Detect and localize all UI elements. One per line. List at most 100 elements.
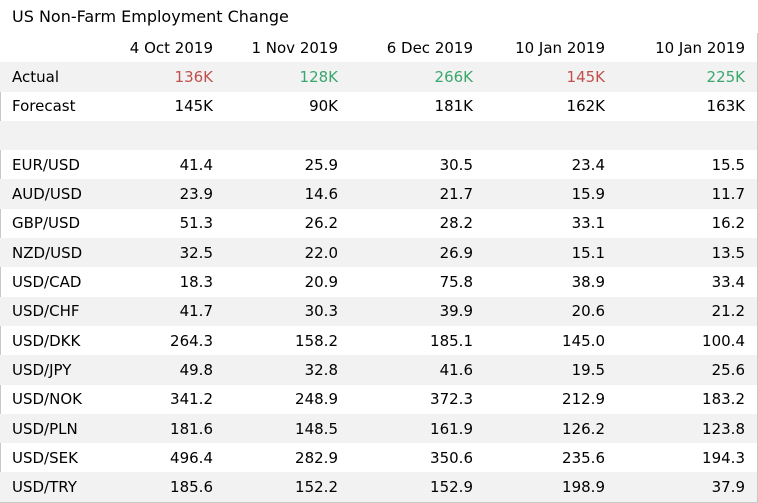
actual-value-cell: 225K — [617, 62, 757, 92]
table-row: USD/NOK 341.2 248.9 372.3 212.9 183.2 — [0, 385, 757, 414]
table-cell: 26.2 — [304, 214, 338, 233]
table-cell: 158.2 — [295, 331, 338, 350]
row-label: USD/NOK — [12, 390, 82, 409]
table-body: 4 Oct 2019 1 Nov 2019 6 Dec 2019 10 Jan 201… — [0, 33, 757, 502]
forecast-value-cell: 163K — [706, 97, 745, 116]
table-row: USD/SEK 496.4 282.9 350.6 235.6 194.3 — [0, 443, 757, 472]
table-cell: 11.7 — [617, 179, 757, 209]
spacer-cell — [225, 120, 350, 151]
table-cell: 161.9 — [350, 413, 485, 444]
table-cell: 372.3 — [430, 390, 473, 409]
table-cell: 25.6 — [617, 355, 757, 385]
table-cell: 183.2 — [702, 390, 745, 409]
table-cell: 194.3 — [702, 448, 745, 467]
table-cell: 20.6 — [485, 296, 617, 326]
forecast-value-cell: 145K — [174, 97, 213, 116]
spacer-row — [0, 120, 757, 151]
table-cell: 123.8 — [617, 413, 757, 444]
table-row: USD/CHF 41.7 30.3 39.9 20.6 21.2 — [0, 296, 757, 326]
table-row: NZD/USD 32.5 22.0 26.9 15.1 13.5 — [0, 238, 757, 268]
row-label: USD/JPY — [0, 355, 100, 385]
table-cell: 15.5 — [711, 155, 745, 174]
table-cell: 37.9 — [617, 472, 757, 502]
row-label: USD/CAD — [12, 273, 82, 292]
row-label: USD/DKK — [12, 331, 81, 350]
table-row: USD/TRY 185.6 152.2 152.9 198.9 37.9 — [0, 472, 757, 502]
spacer-cell — [0, 120, 100, 151]
actual-row: Actual 136K 128K 266K 145K 225K — [0, 62, 757, 92]
actual-value-cell: 128K — [225, 62, 350, 92]
table-cell: 15.1 — [485, 238, 617, 268]
table-cell: 212.9 — [562, 390, 605, 409]
column-header: 4 Oct 2019 — [100, 33, 225, 63]
spacer-cell — [350, 120, 485, 151]
row-label: AUD/USD — [0, 179, 100, 209]
table-cell: 16.2 — [711, 214, 745, 233]
chart-title: US Non-Farm Employment Change — [12, 7, 289, 26]
table-cell: 26.9 — [350, 238, 485, 268]
table-cell: 30.5 — [439, 155, 473, 174]
table-cell: 18.3 — [179, 273, 213, 292]
table-cell: 264.3 — [170, 331, 213, 350]
table-cell: 13.5 — [617, 238, 757, 268]
table-cell: 32.8 — [225, 355, 350, 385]
column-header: 6 Dec 2019 — [350, 33, 485, 63]
table-cell: 235.6 — [562, 448, 605, 467]
table-row: AUD/USD 23.9 14.6 21.7 15.9 11.7 — [0, 179, 757, 209]
table-cell: 30.3 — [225, 296, 350, 326]
table-cell: 33.4 — [711, 273, 745, 292]
table-cell: 282.9 — [295, 448, 338, 467]
table-cell: 21.2 — [617, 296, 757, 326]
row-label: USD/PLN — [0, 413, 100, 444]
table-row: GBP/USD 51.3 26.2 28.2 33.1 16.2 — [0, 209, 757, 238]
table-cell: 21.7 — [350, 179, 485, 209]
actual-value-cell: 145K — [485, 62, 617, 92]
row-label: NZD/USD — [0, 238, 100, 268]
table-cell: 39.9 — [350, 296, 485, 326]
table-cell: 20.9 — [304, 273, 338, 292]
table-cell: 145.0 — [562, 331, 605, 350]
table-cell: 185.6 — [100, 472, 225, 502]
table-row: USD/DKK 264.3 158.2 185.1 145.0 100.4 — [0, 326, 757, 355]
column-header: 10 Jan 2019 — [617, 33, 757, 63]
forecast-value-cell: 181K — [434, 97, 473, 116]
forecast-row: Forecast 145K 90K 181K 162K 163K — [0, 92, 757, 121]
table-cell: 185.1 — [430, 331, 473, 350]
row-label: Forecast — [12, 97, 76, 116]
table-cell: 126.2 — [485, 413, 617, 444]
table-cell: 496.4 — [170, 448, 213, 467]
table-cell: 248.9 — [295, 390, 338, 409]
spacer-cell — [100, 120, 225, 151]
table-cell: 22.0 — [225, 238, 350, 268]
forecast-value-cell: 162K — [566, 97, 605, 116]
table-cell: 41.6 — [350, 355, 485, 385]
table-cell: 25.9 — [304, 155, 338, 174]
table-row: USD/CAD 18.3 20.9 75.8 38.9 33.4 — [0, 267, 757, 296]
forecast-value-cell: 90K — [309, 97, 338, 116]
table-cell: 75.8 — [439, 273, 473, 292]
table-cell: 23.9 — [100, 179, 225, 209]
table-cell: 32.5 — [100, 238, 225, 268]
table-cell: 41.4 — [179, 155, 213, 174]
table-cell: 15.9 — [485, 179, 617, 209]
row-label: Actual — [0, 62, 100, 92]
row-label: EUR/USD — [12, 155, 80, 174]
row-label: USD/CHF — [0, 296, 100, 326]
header-row: 4 Oct 2019 1 Nov 2019 6 Dec 2019 10 Jan 201… — [0, 33, 757, 63]
row-label: GBP/USD — [12, 214, 81, 233]
table-cell: 341.2 — [170, 390, 213, 409]
table-cell: 49.8 — [100, 355, 225, 385]
row-label: USD/TRY — [0, 472, 100, 502]
table-cell: 198.9 — [485, 472, 617, 502]
table-row: USD/PLN 181.6 148.5 161.9 126.2 123.8 — [0, 413, 757, 444]
table-cell: 152.2 — [225, 472, 350, 502]
table-cell: 152.9 — [350, 472, 485, 502]
column-header: 1 Nov 2019 — [225, 33, 350, 63]
actual-value-cell: 136K — [100, 62, 225, 92]
table-cell: 148.5 — [225, 413, 350, 444]
header-corner-cell — [0, 33, 100, 63]
actual-value-cell: 266K — [350, 62, 485, 92]
table-cell: 33.1 — [571, 214, 605, 233]
table-cell: 19.5 — [485, 355, 617, 385]
table-row: USD/JPY 49.8 32.8 41.6 19.5 25.6 — [0, 355, 757, 385]
